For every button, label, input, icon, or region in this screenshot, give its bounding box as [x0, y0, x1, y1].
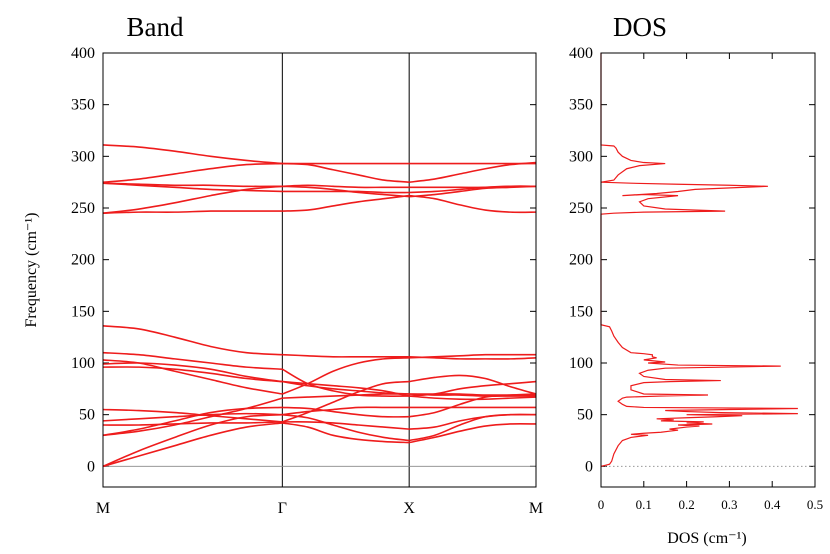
band-y-ticks: 0 50 100 150 200 250 300 350 400 [71, 45, 536, 475]
dos-title: DOS [613, 12, 667, 42]
band-y-tick-label: 100 [71, 355, 95, 372]
dos-y-tick-label: 150 [569, 303, 593, 320]
band-series-13-segment-0 [102, 185, 283, 214]
dos-y-tick-label: 400 [569, 45, 593, 62]
dos-x-tick-label: 0.4 [764, 497, 781, 512]
band-series-4-segment-2 [409, 393, 537, 418]
band-x-tick-label: M [529, 500, 543, 517]
band-y-tick-label: 300 [71, 148, 95, 165]
band-series-6-segment-2 [409, 374, 537, 395]
band-series-11-segment-2 [409, 356, 537, 360]
band-x-tick-label: X [403, 500, 415, 517]
dos-x-axis-title: DOS (cm⁻¹) [667, 530, 746, 547]
band-series-3-segment-1 [282, 393, 410, 399]
dos-frame [600, 52, 816, 488]
band-series-0-segment-2 [409, 423, 537, 444]
band-series-5-segment-0 [102, 412, 283, 422]
band-series-0-segment-0 [102, 422, 283, 468]
band-plot-area [102, 144, 537, 468]
band-title: Band [127, 12, 184, 42]
dos-y-tick-label: 0 [585, 458, 593, 475]
band-series-2-segment-0 [102, 421, 283, 426]
band-series-17-segment-2 [409, 161, 537, 183]
band-x-tick-label: Γ [278, 500, 287, 517]
band-series-7-segment-2 [409, 395, 537, 401]
dos-y-tick-label: 250 [569, 200, 593, 217]
band-series-9-segment-1 [282, 357, 410, 395]
dos-plot-area [600, 53, 815, 467]
band-frame [102, 52, 537, 488]
band-series-6-segment-1 [282, 380, 410, 423]
dos-y-tick-label: 50 [577, 407, 593, 424]
dos-x-ticks: 0 0.1 0.2 0.3 0.4 0.5 [598, 53, 823, 512]
band-y-tick-label: 200 [71, 252, 95, 269]
band-series-11-segment-1 [282, 353, 410, 358]
band-series-6-segment-0 [102, 408, 283, 423]
band-y-tick-label: 0 [87, 458, 95, 475]
dos-x-tick-label: 0.2 [678, 497, 694, 512]
dos-x-tick-label: 0 [598, 497, 605, 512]
dos-y-tick-label: 200 [569, 252, 593, 269]
band-series-4-segment-0 [102, 406, 283, 437]
band-series-1-segment-0 [102, 413, 283, 468]
band-series-0-segment-1 [282, 422, 410, 444]
band-series-14-segment-1 [282, 190, 410, 194]
dos-x-tick-label: 0.1 [636, 497, 652, 512]
band-series-10-segment-1 [281, 368, 410, 397]
band-y-tick-label: 50 [79, 407, 95, 424]
band-series-12-segment-2 [409, 194, 537, 214]
band-series-15-segment-1 [282, 184, 410, 189]
dos-y-ticks: 0 50 100 150 200 250 300 350 400 [569, 45, 815, 475]
band-y-tick-label: 150 [71, 303, 95, 320]
band-series-12-segment-0 [102, 210, 283, 214]
band-series-2-segment-1 [282, 421, 410, 430]
band-series-15-segment-0 [102, 182, 283, 188]
band-series-4-segment-1 [282, 406, 410, 418]
band-series-1-segment-1 [282, 413, 410, 442]
band-series-9-segment-0 [102, 359, 283, 395]
band-series-9-segment-2 [409, 353, 536, 359]
band-series-15-segment-2 [409, 185, 537, 189]
band-series-16-segment-0 [102, 162, 283, 183]
band-series-5-segment-1 [282, 406, 410, 416]
band-y-tick-label: 250 [71, 200, 95, 217]
band-y-axis-title: Frequency (cm⁻¹) [23, 213, 40, 328]
band-panel: Band Frequency (cm⁻¹) 0 50 100 150 200 250 300… [23, 12, 543, 517]
band-y-tick-label: 350 [71, 97, 95, 114]
band-series-11-segment-0 [102, 325, 283, 356]
band-series-17-segment-1 [282, 162, 410, 183]
band-series-12-segment-1 [282, 194, 410, 212]
dos-x-tick-label: 0.5 [807, 497, 823, 512]
band-series-10-segment-0 [102, 351, 283, 370]
band-series-13-segment-2 [409, 185, 537, 198]
dos-x-tick-label: 0.3 [721, 497, 737, 512]
band-x-tick-label: M [96, 500, 110, 517]
band-series-10-segment-2 [409, 380, 537, 397]
dos-y-tick-label: 350 [569, 97, 593, 114]
dos-y-tick-label: 300 [569, 148, 593, 165]
band-series-2-segment-2 [409, 413, 537, 430]
band-series-17-segment-0 [102, 144, 283, 165]
band-series-14-segment-0 [102, 182, 283, 193]
dos-curve [600, 53, 798, 467]
band-y-tick-label: 400 [71, 45, 95, 62]
band-series-7-segment-0 [102, 366, 283, 383]
dos-y-tick-label: 100 [569, 355, 593, 372]
